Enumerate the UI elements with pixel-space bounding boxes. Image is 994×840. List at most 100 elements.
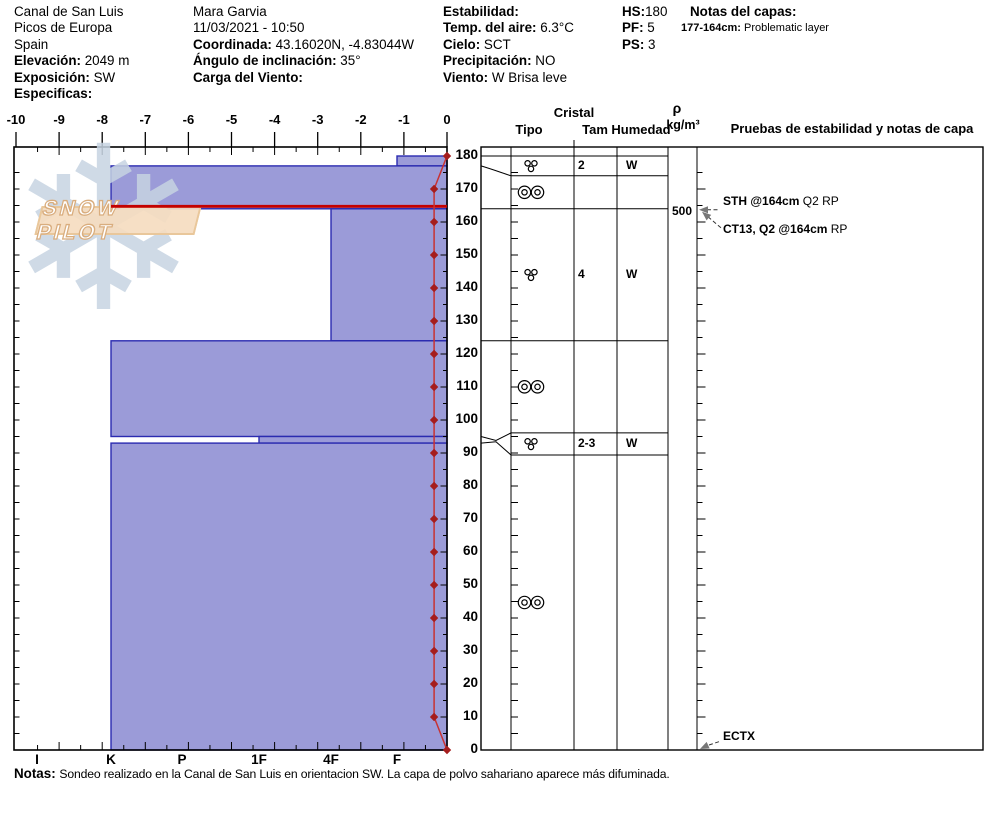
melt-cluster-icon: [517, 595, 532, 610]
temperature-marker: [429, 382, 439, 392]
field-value: 3: [644, 36, 656, 52]
graupel-icon: [527, 165, 535, 173]
header-line: Estabilidad:: [443, 4, 519, 20]
melt-cluster-icon: [517, 380, 532, 394]
field-label: Coordinada:: [193, 36, 272, 52]
field-label: Ángulo de inclinación:: [193, 53, 337, 69]
field-value: SW: [89, 69, 116, 85]
field-label: Notas del capas:: [690, 4, 797, 19]
field-label: Cielo:: [443, 36, 481, 52]
field-value: Spain: [14, 36, 49, 52]
field-label: Exposición:: [14, 69, 90, 85]
layer-bar-93-0: [110, 442, 448, 751]
field-value: W Brisa leve: [488, 69, 568, 85]
test-arrow-icon: [702, 211, 712, 221]
row-leader: [480, 441, 512, 456]
melt-cluster-icon: [521, 189, 528, 196]
field-value: 43.16020N, -4.83044W: [271, 36, 415, 52]
temperature-marker: [429, 415, 439, 425]
header-line: Viento: W Brisa leve: [443, 69, 568, 86]
temperature-marker: [429, 547, 439, 557]
field-label: 177-164cm:: [681, 21, 741, 34]
header-line: HS:180: [622, 4, 668, 20]
temperature-marker: [429, 283, 439, 293]
melt-cluster-icon: [530, 595, 545, 610]
field-value: 35°: [336, 53, 361, 69]
field-label: PS:: [622, 36, 645, 52]
melt-cluster-icon: [521, 383, 528, 391]
field-label: Especificas:: [14, 86, 93, 101]
temperature-marker: [429, 481, 439, 491]
header-line: PF: 5: [622, 21, 655, 36]
graupel-icon: [524, 160, 531, 167]
temperature-marker: [429, 712, 439, 722]
temperature-marker: [429, 217, 439, 227]
header-line: Temp. del aire: 6.3°C: [443, 21, 574, 36]
header-line: Ángulo de inclinación: 35°: [193, 53, 361, 69]
field-value: 180: [645, 4, 668, 19]
field-value: 2049 m: [80, 53, 130, 69]
field-label: Elevación:: [14, 53, 81, 69]
temperature-marker: [442, 745, 452, 755]
header-line: Canal de San Luis: [14, 4, 124, 20]
header-line: 11/03/2021 - 10:50: [193, 21, 304, 36]
field-value: Canal de San Luis: [14, 4, 124, 19]
field-value: 11/03/2021 - 10:50: [193, 20, 305, 36]
graupel-icon: [531, 268, 538, 276]
row-leader: [480, 432, 512, 441]
field-value: Picos de Europa: [14, 20, 113, 36]
melt-cluster-icon: [530, 185, 545, 200]
temperature-marker: [429, 250, 439, 260]
temperature-marker: [429, 349, 439, 359]
test-arrow-icon: [699, 206, 708, 214]
test-arrow-icon: [700, 741, 710, 749]
temperature-marker: [429, 679, 439, 689]
field-label: Precipitación:: [443, 53, 532, 69]
field-label: Viento:: [443, 69, 489, 85]
temperature-marker: [429, 184, 439, 194]
header-line: Carga del Viento:: [193, 69, 303, 86]
graupel-icon: [527, 443, 535, 451]
header-line: PS: 3: [622, 36, 656, 53]
field-value: Problematic layer: [740, 21, 829, 34]
header-line: Cielo: SCT: [443, 36, 511, 53]
layer-bar-124-95: [110, 340, 448, 438]
chart-border: [13, 146, 448, 751]
layer-bar-164-124: [330, 208, 448, 342]
melt-cluster-icon: [534, 599, 541, 606]
graupel-icon: [524, 268, 531, 276]
melt-cluster-icon: [521, 599, 528, 606]
header-line: Picos de Europa: [14, 21, 112, 36]
melt-cluster-icon: [517, 185, 532, 200]
field-value: Mara Garvia: [193, 4, 267, 19]
table-border: [480, 146, 984, 751]
header-line: 177-164cm: Problematic layer: [681, 22, 829, 34]
field-label: Temp. del aire:: [443, 20, 537, 36]
header-line: Precipitación: NO: [443, 53, 555, 69]
temperature-marker: [429, 613, 439, 623]
temperature-marker: [429, 580, 439, 590]
header-line: Especificas:: [14, 86, 93, 102]
header-line: Coordinada: 43.16020N, -4.83044W: [193, 36, 415, 53]
test-leader: [708, 740, 722, 746]
melt-cluster-icon: [534, 189, 541, 196]
field-value: 5: [643, 20, 655, 36]
graupel-icon: [524, 438, 531, 445]
field-label: PF:: [622, 20, 644, 36]
temperature-marker: [429, 646, 439, 656]
melt-cluster-icon: [530, 380, 545, 394]
header-line: Elevación: 2049 m: [14, 53, 130, 69]
temperature-marker: [429, 316, 439, 326]
test-leader: [707, 216, 722, 229]
field-label: Carga del Viento:: [193, 69, 303, 85]
field-value: SCT: [480, 36, 511, 52]
melt-cluster-icon: [534, 383, 541, 391]
graupel-icon: [527, 274, 535, 282]
header-line: Notas del capas:: [690, 4, 797, 20]
header-line: Exposición: SW: [14, 69, 116, 86]
header-line: Mara Garvia: [193, 4, 267, 20]
graupel-icon: [531, 160, 538, 167]
temperature-marker: [442, 151, 452, 161]
